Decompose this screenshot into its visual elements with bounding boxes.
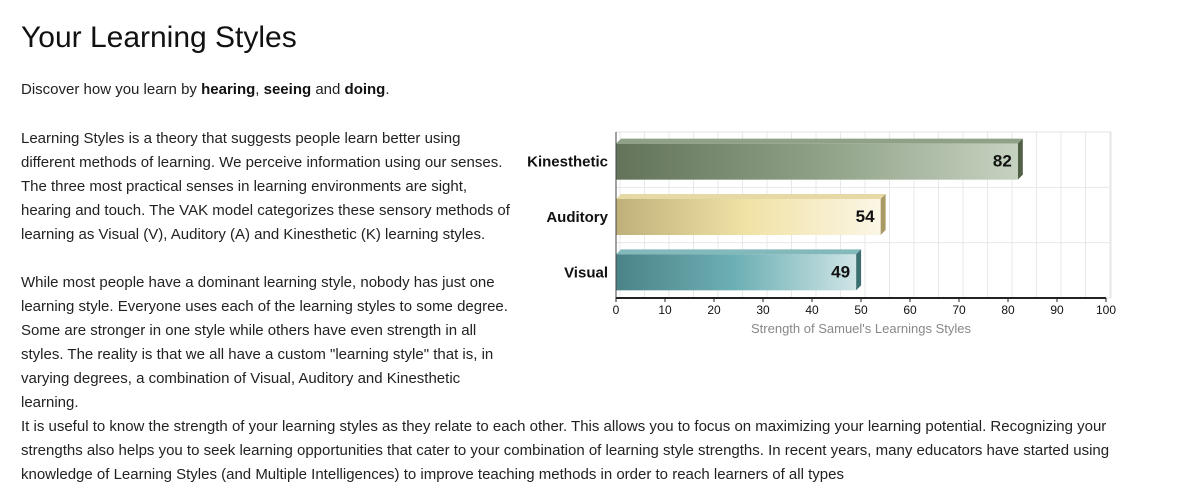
intro-prefix: Discover how you learn by	[21, 81, 202, 98]
x-tick-label: 90	[1050, 303, 1064, 317]
chart-bars: 82 54 49	[616, 138, 1023, 291]
x-tick-label: 0	[613, 303, 620, 317]
intro-sep-1: ,	[255, 81, 264, 98]
x-tick-label: 30	[756, 303, 770, 317]
bar-auditory	[616, 199, 881, 235]
paragraph-theory: Learning Styles is a theory that suggest…	[21, 130, 510, 243]
bar-side-auditory	[880, 194, 886, 235]
bar-visual	[616, 254, 857, 291]
paragraph-dominant-style: While most people have a dominant learni…	[21, 274, 508, 411]
intro-hearing: hearing	[201, 81, 256, 98]
category-label-kinesthetic: Kinesthetic	[527, 154, 608, 171]
bar-top-kinesthetic	[616, 138, 1023, 144]
x-tick-label: 50	[854, 303, 868, 317]
x-axis-title: Strength of Samuel's Learnings Styles	[751, 321, 971, 336]
bar-top-visual	[616, 249, 862, 255]
bar-side-visual	[856, 249, 862, 291]
bar-side-kinesthetic	[1017, 138, 1023, 180]
x-tick-label: 40	[805, 303, 819, 317]
paragraph-usefulness: It is useful to know the strength of you…	[21, 418, 1110, 483]
data-label-visual: 49	[831, 262, 850, 281]
intro-text: Discover how you learn by hearing, seein…	[21, 78, 390, 102]
category-label-visual: Visual	[564, 264, 608, 281]
x-tick-label: 70	[952, 303, 966, 317]
intro-sep-2: and	[311, 81, 345, 98]
x-tick-label: 100	[1096, 303, 1116, 317]
intro-doing: doing	[344, 81, 386, 98]
chart-axis: Kinesthetic Auditory Visual 0 10 20 30 40 50 60 70…	[527, 132, 1116, 317]
x-tick-label: 20	[707, 303, 721, 317]
intro-suffix: .	[385, 81, 390, 98]
data-label-kinesthetic: 82	[993, 152, 1012, 171]
category-label-auditory: Auditory	[546, 209, 608, 226]
page-title: Your Learning Styles	[21, 21, 297, 54]
x-tick-label: 10	[658, 303, 672, 317]
learning-styles-chart: 82 54 49 Kinesthetic Auditory Visual 0 10 20 30 4…	[527, 131, 1116, 336]
bar-kinesthetic	[616, 143, 1018, 180]
x-tick-label: 60	[903, 303, 917, 317]
intro-seeing: seeing	[263, 81, 312, 98]
data-label-auditory: 54	[856, 207, 875, 226]
x-tick-label: 80	[1001, 303, 1015, 317]
bar-top-auditory	[616, 194, 886, 199]
